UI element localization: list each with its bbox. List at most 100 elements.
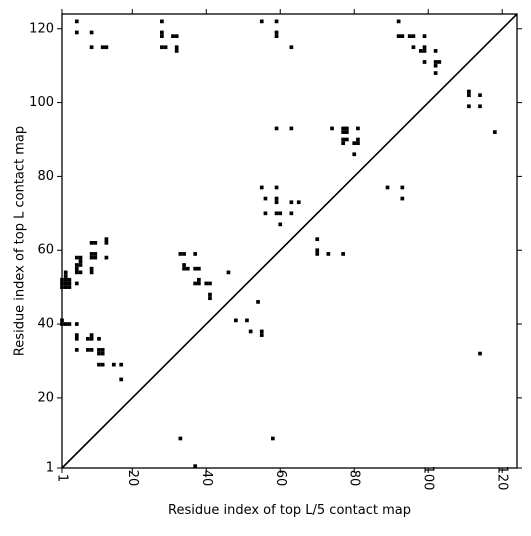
contact-point [411, 34, 416, 38]
contact-point [104, 255, 109, 260]
contact-point [226, 270, 231, 275]
contact-point [330, 126, 334, 131]
contact-point [97, 336, 101, 341]
contact-point [248, 329, 253, 334]
contact-point [407, 34, 412, 38]
contact-point [174, 45, 179, 50]
contact-point [89, 336, 94, 341]
contact-point [467, 104, 471, 109]
contact-point [182, 252, 186, 256]
contact-point [422, 45, 427, 50]
contact-point [400, 196, 405, 201]
contact-point [171, 34, 175, 38]
contact-point [67, 285, 72, 289]
contact-point [204, 281, 209, 286]
contact-point [193, 464, 198, 468]
contact-point [356, 137, 360, 142]
contact-point [433, 60, 438, 64]
contact-point [78, 270, 83, 275]
contact-point [289, 45, 294, 50]
y-tick-label: 80 [37, 169, 54, 184]
contact-point [296, 200, 301, 205]
contact-point [100, 45, 105, 50]
contact-point [341, 141, 345, 146]
contact-point [89, 270, 94, 275]
contact-point [97, 362, 101, 367]
contact-point [341, 126, 345, 131]
contact-point [245, 318, 249, 323]
point-marks [60, 19, 497, 468]
contact-point [400, 34, 405, 38]
contact-point [89, 348, 94, 352]
contact-point [274, 196, 279, 201]
contact-point [289, 211, 294, 216]
contact-point [193, 281, 198, 286]
contact-point [259, 333, 264, 337]
contact-point [89, 30, 94, 35]
x-tick-label: 1 [55, 474, 70, 482]
contact-point [97, 351, 101, 356]
contact-point [263, 211, 268, 216]
contact-point [74, 270, 79, 275]
contact-point [433, 63, 438, 68]
y-tick-label: 20 [37, 390, 54, 405]
contact-point [467, 89, 471, 94]
contact-point [93, 255, 98, 260]
x-tick-label: 100 [421, 466, 436, 491]
contact-point [119, 377, 124, 382]
contact-point [400, 185, 405, 190]
contact-point [478, 104, 482, 109]
contact-point [193, 266, 198, 271]
contact-point [341, 130, 345, 134]
contact-point [197, 277, 201, 282]
contact-point [422, 49, 427, 53]
contact-point [185, 266, 190, 271]
contact-point [341, 252, 345, 256]
contact-point [86, 336, 90, 341]
contact-point [396, 34, 401, 38]
contact-point [86, 348, 90, 352]
contact-point [160, 34, 164, 38]
contact-point [63, 322, 68, 326]
contact-point [411, 45, 416, 50]
contact-point [74, 255, 79, 260]
contact-point [160, 45, 164, 50]
contact-point [315, 237, 320, 241]
x-tick-label: 60 [273, 470, 288, 487]
x-tick-label: 40 [199, 470, 214, 487]
contact-point [89, 45, 94, 50]
contact-point [197, 281, 201, 286]
contact-point [278, 222, 283, 227]
contact-point [104, 241, 109, 245]
x-tick-label: 120 [495, 466, 510, 491]
contact-point [174, 34, 179, 38]
contact-point [467, 93, 471, 98]
contact-point [274, 200, 279, 205]
contact-point [208, 296, 212, 301]
contact-point [274, 30, 279, 35]
contact-point [89, 255, 94, 260]
y-axis-label: Residue index of top L contact map [13, 126, 28, 356]
contact-point [193, 252, 198, 256]
contact-point [344, 126, 349, 131]
contact-point [100, 362, 105, 367]
contact-point [433, 49, 438, 53]
contact-point [208, 281, 212, 286]
contact-point [104, 237, 109, 241]
contact-point [278, 211, 283, 216]
contact-point [356, 141, 360, 146]
contact-point [89, 252, 94, 256]
contact-point [274, 34, 279, 38]
contact-point [89, 333, 94, 337]
contact-point [418, 49, 423, 53]
contact-point [74, 19, 79, 24]
contact-point [492, 130, 497, 134]
contact-point [274, 185, 279, 190]
contact-point [89, 241, 94, 245]
contact-point [93, 241, 98, 245]
x-axis-label: Residue index of top L/5 contact map [168, 503, 411, 518]
diagonal-line [61, 13, 518, 469]
y-tick-label: 100 [29, 95, 54, 110]
